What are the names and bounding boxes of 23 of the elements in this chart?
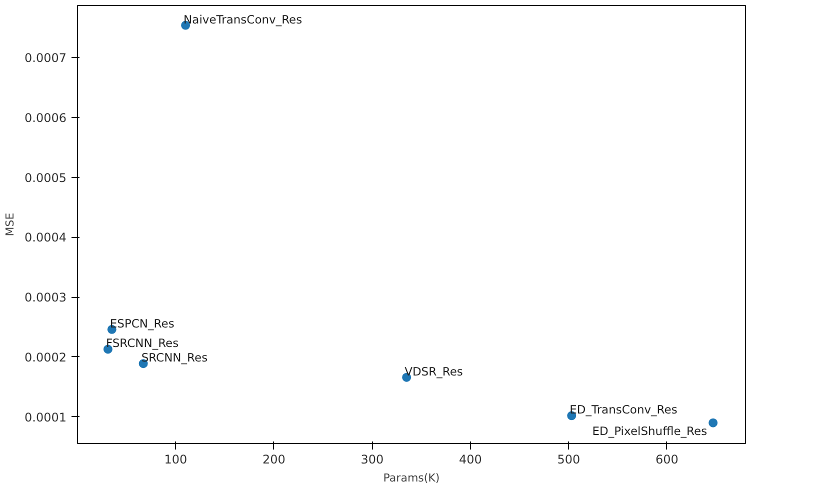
annotation: VDSR_Res	[404, 364, 463, 378]
annotation: ED_PixelShuffle_Res	[592, 424, 708, 438]
y-tick-label: 0.0007	[24, 51, 67, 66]
x-tick-label: 100	[164, 452, 188, 466]
annotation: NaiveTransConv_Res	[184, 12, 302, 26]
y-tick-label: 0.0005	[24, 170, 67, 185]
x-tick-label: 600	[655, 452, 678, 466]
x-tick-label: 200	[262, 452, 286, 466]
y-tick-label: 0.0006	[24, 110, 67, 125]
y-tick-label: 0.0002	[24, 350, 67, 364]
x-axis-title: Params(K)	[383, 472, 440, 484]
x-tick-label: 400	[458, 452, 482, 466]
x-tick-label: 300	[360, 452, 384, 466]
point	[708, 418, 718, 428]
y-tick-label: 0.0004	[24, 230, 67, 245]
y-axis-title: MSE	[4, 212, 17, 236]
y-tick-label: 0.0003	[24, 290, 67, 305]
annotation: ESPCN_Res	[110, 316, 174, 330]
x-tick-label: 500	[557, 452, 580, 466]
annotation: ED_TransConv_Res	[570, 402, 678, 417]
annotation: SRCNN_Res	[141, 350, 208, 365]
y-tick-label: 0.0001	[24, 410, 67, 424]
annotation: FSRCNN_Res	[106, 336, 179, 350]
